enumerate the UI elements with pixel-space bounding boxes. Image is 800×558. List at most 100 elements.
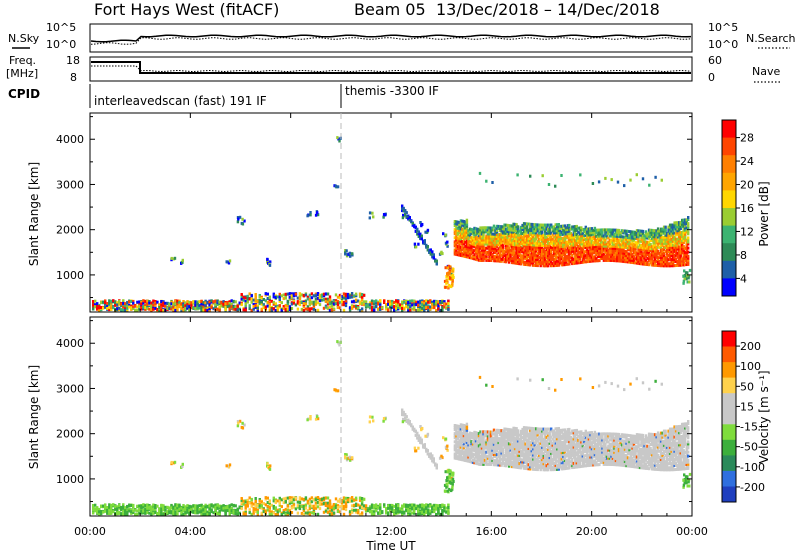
power-cell — [687, 247, 689, 250]
velocity-cell — [363, 498, 365, 501]
power-cell — [687, 276, 689, 279]
power-cell — [315, 303, 317, 306]
velocity-cell — [285, 513, 287, 516]
velocity-cell — [257, 511, 259, 514]
power-cell — [375, 305, 377, 308]
power-cell — [299, 297, 301, 300]
freq-left-tick-top: 18 — [66, 54, 80, 67]
velocity-cell — [317, 513, 319, 516]
power-cell — [424, 231, 426, 234]
velocity-cell — [315, 498, 317, 501]
power-cell — [491, 181, 493, 184]
velocity-cell — [343, 513, 345, 516]
power-cell — [249, 304, 251, 307]
power-cell — [415, 245, 417, 248]
velocity-cell — [194, 504, 196, 507]
power-cell — [315, 294, 317, 297]
power-cell — [554, 185, 556, 188]
power-cell — [241, 293, 243, 296]
velocity-cell — [315, 504, 317, 507]
noise-right-tick-bottom: 10^0 — [708, 38, 738, 51]
power-cell — [369, 216, 371, 219]
velocity-cell — [279, 502, 281, 505]
power-cell — [224, 302, 226, 305]
velocity-cell — [247, 505, 249, 508]
power-cell — [316, 211, 318, 214]
power-cell — [363, 294, 365, 297]
power-cell — [247, 301, 249, 304]
power-cell — [445, 282, 447, 285]
velocity-cell — [241, 497, 243, 500]
power-cell — [383, 213, 385, 216]
freq-label-2: [MHz] — [6, 67, 38, 80]
power-cell — [372, 215, 374, 218]
cpid-segment-1: interleavedscan (fast) 191 IF — [94, 94, 267, 108]
power-cell — [448, 284, 450, 287]
power-ytick-label: 3000 — [56, 178, 84, 191]
velocity-cell — [315, 502, 317, 505]
power-cell — [542, 174, 544, 177]
power-cell — [687, 216, 689, 219]
power-cell — [548, 183, 550, 186]
power-cell — [309, 213, 311, 216]
power-cell — [226, 260, 228, 263]
power-cell — [255, 299, 257, 302]
velocity-cell — [333, 512, 335, 515]
power-cell — [134, 305, 136, 308]
power-cell — [345, 293, 347, 296]
power-cell — [295, 293, 297, 296]
power-cell — [405, 300, 407, 303]
velocity-cell — [224, 506, 226, 509]
power-cell — [281, 301, 283, 304]
power-cell — [194, 307, 196, 310]
power-ytick-label: 2000 — [56, 224, 84, 237]
power-cell — [327, 293, 329, 296]
velocity-cell — [313, 512, 315, 515]
power-cell — [229, 259, 231, 262]
power-cell — [427, 245, 429, 248]
power-cell — [269, 264, 271, 267]
velocity-cell — [255, 503, 257, 506]
velocity-cell — [361, 511, 363, 514]
power-cell — [579, 173, 581, 176]
velocity-cell — [355, 497, 357, 500]
power-cell — [375, 299, 377, 302]
power-cell — [592, 182, 594, 185]
velocity-cell — [194, 508, 196, 511]
velocity-cell — [267, 497, 269, 500]
velocity-cell — [375, 509, 377, 512]
velocity-cell — [285, 508, 287, 511]
power-cell — [383, 299, 385, 302]
power-cell — [448, 271, 450, 274]
power-cell — [654, 176, 656, 179]
power-cell — [406, 211, 408, 214]
power-cell — [402, 216, 404, 219]
power-cell — [343, 309, 345, 312]
power-cell — [642, 230, 644, 233]
power-cell — [242, 223, 244, 226]
power-cell — [661, 179, 663, 182]
power-cell — [285, 296, 287, 299]
power-cell — [414, 243, 416, 246]
power-cell — [417, 243, 419, 246]
velocity-cell — [164, 509, 166, 512]
power-cell — [251, 294, 253, 297]
power-cell — [440, 251, 442, 254]
velocity-cell — [315, 507, 317, 510]
power-cell — [452, 274, 454, 277]
power-cell — [279, 304, 281, 307]
power-cell — [355, 293, 357, 296]
power-cell — [269, 303, 271, 306]
velocity-cell — [251, 498, 253, 501]
power-cell — [336, 136, 338, 139]
power-cell — [598, 180, 600, 183]
power-cell — [285, 304, 287, 307]
power-cell — [164, 305, 166, 308]
power-cell — [255, 304, 257, 307]
cpid-segment-2: themis -3300 IF — [345, 84, 439, 98]
power-cell — [379, 299, 381, 302]
power-cell — [648, 184, 650, 187]
power-cell — [436, 263, 438, 266]
velocity-cell — [104, 510, 106, 513]
power-ytick-label: 4000 — [56, 133, 84, 146]
